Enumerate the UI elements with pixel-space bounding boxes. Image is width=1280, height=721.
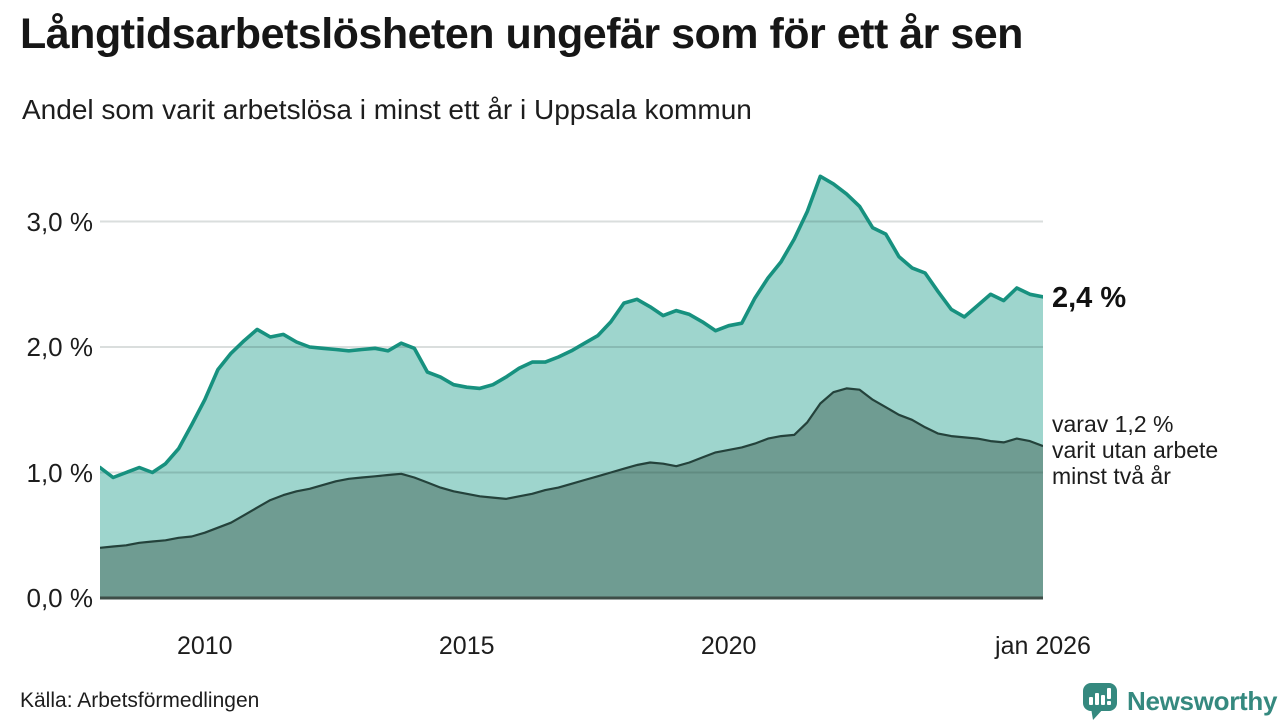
area-min-two-years	[100, 388, 1043, 598]
secondary-note-line3: minst två år	[1052, 463, 1171, 489]
secondary-note-line1: varav 1,2 %	[1052, 411, 1174, 437]
page-title: Långtidsarbetslösheten ungefär som för e…	[20, 10, 1023, 58]
x-tick-label: 2010	[176, 632, 233, 660]
y-tick-label: 1,0 %	[26, 457, 94, 488]
line-min-one-year	[100, 174, 1043, 480]
newsworthy-logo-icon	[1083, 683, 1117, 720]
chart-subtitle: Andel som varit arbetslösa i minst ett å…	[22, 94, 752, 125]
source-caption: Källa: Arbetsförmedlingen	[20, 689, 260, 712]
x-tick-label: jan 2026	[995, 632, 1091, 660]
y-tick-label: 3,0 %	[26, 206, 94, 237]
y-tick-label: 0,0 %	[26, 583, 94, 613]
latest-value-label: 2,4 %	[1052, 282, 1127, 314]
secondary-series-note: varav 1,2 % varit utan arbete minst två …	[1052, 411, 1218, 489]
unemployment-area-chart	[100, 174, 1043, 600]
newsworthy-logo-text: Newsworthy	[1127, 685, 1278, 716]
secondary-note-line2: varit utan arbete	[1052, 437, 1219, 463]
x-tick-label: 2020	[700, 632, 757, 660]
x-tick-label: 2015	[438, 632, 495, 660]
newsworthy-logo[interactable]: Newsworthy	[1080, 681, 1277, 721]
y-tick-label: 2,0 %	[26, 332, 94, 362]
line-min-two-years	[100, 387, 1043, 549]
